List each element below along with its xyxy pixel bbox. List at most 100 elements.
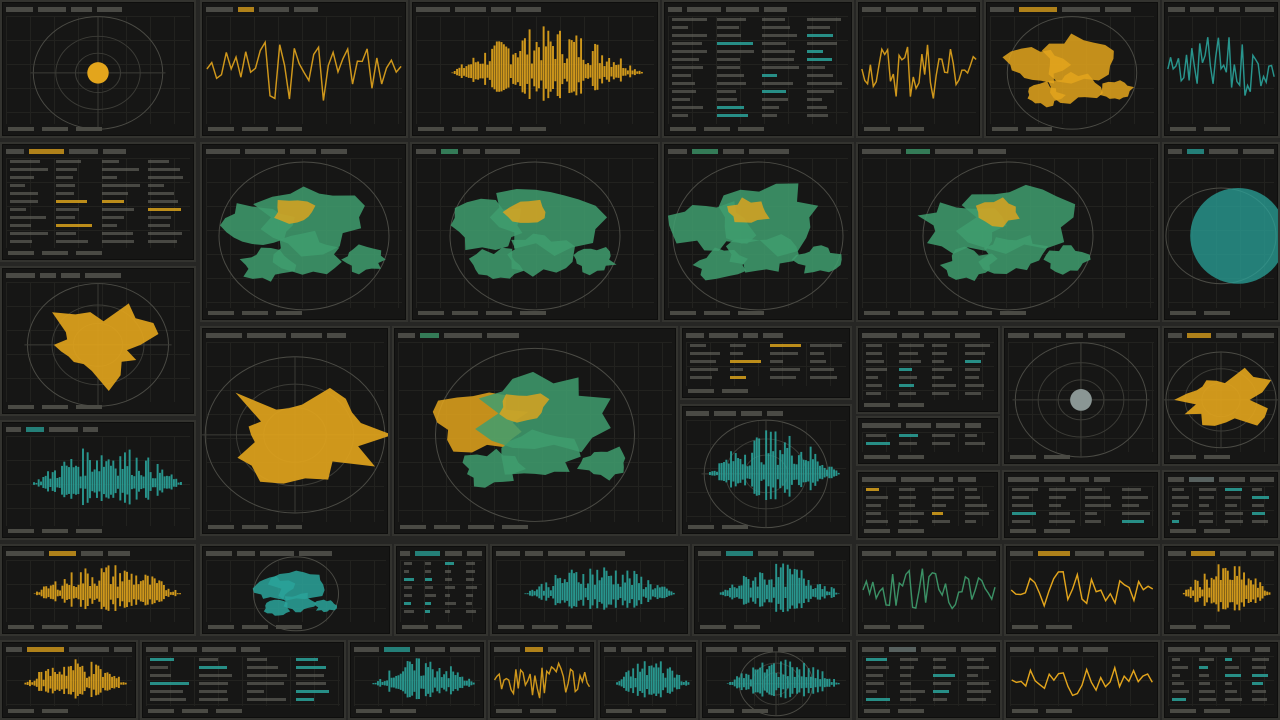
panel-header: [illegible] <box>686 331 846 340</box>
line-chart-graphic <box>1010 570 1154 608</box>
panel-waveform[interactable]: [illegible] <box>348 640 486 720</box>
panel-text-list[interactable]: [illegible] <box>856 640 1002 720</box>
panel-header: [illegible] <box>862 147 1154 156</box>
polar-map-graphic <box>202 356 388 514</box>
panel-header: [illegible] <box>862 421 994 430</box>
text-list <box>866 658 992 704</box>
panel-text-list[interactable]: [illegible] <box>140 640 346 720</box>
panel-text-list[interactable]: [illegible] <box>662 0 854 138</box>
polar-map-graphic <box>24 283 172 407</box>
panel-header: [illegible] <box>354 645 480 654</box>
panel-footer <box>208 127 400 133</box>
panel-map-filled[interactable]: [illegible] <box>662 142 854 322</box>
panel-header: [illegible] <box>206 331 384 340</box>
panel-footer <box>8 251 188 257</box>
panel-footer <box>670 311 846 317</box>
panel-grid <box>862 432 994 452</box>
panel-footer <box>496 709 588 715</box>
panel-header: [illegible] <box>496 549 684 558</box>
panel-footer <box>1012 625 1152 631</box>
panel-map-outline[interactable]: [illegible] <box>856 544 1002 636</box>
polar-wave-graphic <box>701 419 840 529</box>
panel-waveform[interactable]: [illegible] <box>0 544 196 636</box>
panel-polar-map[interactable]: [illegible] <box>0 266 196 416</box>
panel-polar-map[interactable]: [illegible] <box>1162 326 1280 466</box>
panel-text-list[interactable]: [illegible] <box>856 416 1000 466</box>
panel-map-outline[interactable]: [illegible] <box>200 0 408 138</box>
text-list <box>866 434 990 450</box>
panel-footer <box>700 625 844 631</box>
panel-polar-radar[interactable]: [illegible] <box>1002 326 1160 466</box>
panel-waveform[interactable]: [illegible] <box>410 0 660 138</box>
panel-footer <box>670 127 846 133</box>
panel-text-list[interactable]: [illegible] <box>680 326 852 400</box>
panel-polar-map[interactable]: [illegible] <box>200 326 390 536</box>
text-list <box>1012 488 1150 524</box>
panel-footer <box>708 709 844 715</box>
text-list <box>866 488 990 524</box>
panel-text-list[interactable]: [illegible] <box>0 142 196 262</box>
panel-footer <box>8 405 188 411</box>
panel-header: [illegible] <box>1168 475 1274 484</box>
panel-text-list[interactable]: [illegible] <box>1002 470 1160 540</box>
panel-map-filled[interactable]: [illegible] <box>392 326 678 536</box>
panel-map-filled[interactable]: [illegible] <box>410 142 660 322</box>
panel-header: [illegible] <box>604 645 692 654</box>
panel-map-filled[interactable]: [illegible] <box>984 0 1160 138</box>
panel-header: [illegible] <box>6 425 190 434</box>
panel-map-filled[interactable]: [illegible] <box>200 544 392 636</box>
panel-grid <box>862 342 994 400</box>
panel-globe[interactable]: [illegible] <box>1162 142 1280 322</box>
panel-polar-wave[interactable]: [illegible] <box>680 404 852 536</box>
map-filled-graphic <box>218 161 390 311</box>
waveform-graphic <box>719 563 840 613</box>
panel-waveform[interactable]: [illegible] <box>490 544 690 636</box>
panel-header: [illegible] <box>862 549 996 558</box>
panel-waveform[interactable]: [illegible] <box>0 640 138 720</box>
panel-footer <box>1170 127 1272 133</box>
panel-map-filled[interactable]: [illegible] <box>200 142 408 322</box>
panel-grid <box>862 16 976 124</box>
panel-header: [illegible] <box>206 5 402 14</box>
panel-text-list[interactable]: [illegible] <box>1162 470 1280 540</box>
waveform-graphic <box>24 659 127 699</box>
text-list <box>404 562 478 620</box>
panel-text-list[interactable]: [illegible] <box>856 470 1000 540</box>
panel-polar-radar[interactable]: [illegible] <box>0 0 196 138</box>
panel-text-list[interactable]: [illegible] <box>1162 640 1280 720</box>
waveform-graphic <box>451 26 643 101</box>
panel-footer <box>148 709 338 715</box>
panel-footer <box>864 529 992 535</box>
panel-waveform[interactable]: [illegible] <box>1162 544 1280 636</box>
panel-header: [illegible] <box>862 331 994 340</box>
map-filled-graphic <box>252 556 339 632</box>
line-chart-graphic <box>1011 665 1153 697</box>
panel-map-outline[interactable]: [illegible] <box>856 0 982 138</box>
panel-line-chart[interactable]: [illegible] <box>1004 544 1160 636</box>
panel-waveform[interactable]: [illegible] <box>598 640 698 720</box>
panel-waveform[interactable]: [illegible] <box>0 420 196 540</box>
panel-footer <box>688 389 844 395</box>
panel-header: [illegible] <box>206 549 386 558</box>
panel-map-outline[interactable]: [illegible] <box>488 640 596 720</box>
panel-grid <box>146 656 340 706</box>
text-list <box>866 344 990 398</box>
panel-text-list[interactable]: [illegible] <box>856 326 1000 414</box>
panel-footer <box>864 709 994 715</box>
panel-waveform[interactable]: [illegible] <box>692 544 852 636</box>
panel-map-filled[interactable]: [illegible] <box>856 142 1160 322</box>
polar-radar-graphic <box>1012 342 1150 458</box>
map-outline-graphic <box>493 661 591 699</box>
polar-map-graphic <box>1164 351 1278 449</box>
waveform-graphic <box>616 661 690 698</box>
panel-header: [illegible] <box>668 5 848 14</box>
text-list <box>1172 488 1270 524</box>
panel-map-outline[interactable]: [illegible] <box>1162 0 1280 138</box>
panel-header: [illegible] <box>494 645 590 654</box>
panel-header: [illegible] <box>862 475 994 484</box>
panel-polar-wave[interactable]: [illegible] <box>700 640 852 720</box>
panel-footer <box>992 127 1152 133</box>
panel-line-chart[interactable]: [illegible] <box>1004 640 1160 720</box>
polar-radar-graphic <box>30 16 166 130</box>
panel-text-list[interactable]: [illegible] <box>394 544 488 636</box>
